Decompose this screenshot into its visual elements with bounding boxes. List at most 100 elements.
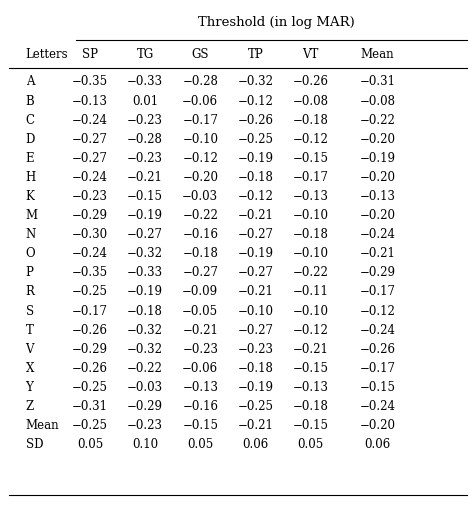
Text: TG: TG [137,48,154,61]
Text: R: R [26,285,35,298]
Text: −0.25: −0.25 [72,380,108,393]
Text: GS: GS [191,48,209,61]
Text: −0.24: −0.24 [359,323,395,336]
Text: M: M [26,209,38,222]
Text: −0.10: −0.10 [292,209,328,222]
Text: S: S [26,304,34,317]
Text: −0.19: −0.19 [127,209,163,222]
Text: −0.33: −0.33 [127,266,163,279]
Text: −0.26: −0.26 [359,342,395,355]
Text: Mean: Mean [361,48,394,61]
Text: −0.12: −0.12 [237,94,273,107]
Text: C: C [26,114,35,126]
Text: SP: SP [82,48,98,61]
Text: VT: VT [302,48,319,61]
Text: −0.17: −0.17 [72,304,108,317]
Text: −0.26: −0.26 [72,361,108,374]
Text: −0.10: −0.10 [182,132,219,145]
Text: −0.10: −0.10 [292,304,328,317]
Text: −0.18: −0.18 [293,399,328,412]
Text: Threshold (in log MAR): Threshold (in log MAR) [198,16,355,29]
Text: −0.08: −0.08 [359,94,395,107]
Text: −0.29: −0.29 [72,209,108,222]
Text: −0.13: −0.13 [292,189,328,203]
Text: O: O [26,247,35,260]
Text: −0.31: −0.31 [72,399,108,412]
Text: −0.35: −0.35 [72,75,108,88]
Text: −0.19: −0.19 [237,247,273,260]
Text: −0.27: −0.27 [72,152,108,165]
Text: 0.05: 0.05 [77,437,103,450]
Text: −0.22: −0.22 [182,209,218,222]
Text: −0.09: −0.09 [182,285,219,298]
Text: −0.22: −0.22 [359,114,395,126]
Text: V: V [26,342,34,355]
Text: −0.12: −0.12 [359,304,395,317]
Text: D: D [26,132,35,145]
Text: −0.22: −0.22 [293,266,328,279]
Text: −0.21: −0.21 [237,209,273,222]
Text: K: K [26,189,35,203]
Text: −0.28: −0.28 [182,75,218,88]
Text: −0.17: −0.17 [182,114,219,126]
Text: −0.15: −0.15 [292,418,328,431]
Text: 0.06: 0.06 [364,437,391,450]
Text: −0.27: −0.27 [237,323,273,336]
Text: −0.18: −0.18 [293,114,328,126]
Text: −0.03: −0.03 [127,380,163,393]
Text: −0.18: −0.18 [237,171,273,183]
Text: −0.23: −0.23 [127,418,163,431]
Text: −0.33: −0.33 [127,75,163,88]
Text: −0.31: −0.31 [359,75,395,88]
Text: −0.10: −0.10 [237,304,273,317]
Text: −0.24: −0.24 [72,247,108,260]
Text: −0.21: −0.21 [182,323,218,336]
Text: −0.21: −0.21 [359,247,395,260]
Text: −0.19: −0.19 [237,152,273,165]
Text: −0.20: −0.20 [182,171,219,183]
Text: −0.13: −0.13 [72,94,108,107]
Text: −0.20: −0.20 [359,418,395,431]
Text: −0.21: −0.21 [127,171,163,183]
Text: −0.20: −0.20 [359,132,395,145]
Text: H: H [26,171,36,183]
Text: −0.12: −0.12 [182,152,218,165]
Text: −0.25: −0.25 [237,132,273,145]
Text: −0.06: −0.06 [182,361,219,374]
Text: SD: SD [26,437,43,450]
Text: −0.17: −0.17 [359,285,395,298]
Text: −0.15: −0.15 [292,152,328,165]
Text: −0.23: −0.23 [127,152,163,165]
Text: −0.13: −0.13 [292,380,328,393]
Text: 0.10: 0.10 [132,437,158,450]
Text: −0.32: −0.32 [127,342,163,355]
Text: −0.16: −0.16 [182,228,219,241]
Text: −0.21: −0.21 [237,418,273,431]
Text: −0.24: −0.24 [72,171,108,183]
Text: P: P [26,266,34,279]
Text: −0.16: −0.16 [182,399,219,412]
Text: −0.13: −0.13 [359,189,395,203]
Text: −0.24: −0.24 [359,228,395,241]
Text: 0.05: 0.05 [187,437,213,450]
Text: −0.23: −0.23 [127,114,163,126]
Text: −0.27: −0.27 [72,132,108,145]
Text: −0.19: −0.19 [127,285,163,298]
Text: −0.19: −0.19 [359,152,395,165]
Text: −0.18: −0.18 [127,304,163,317]
Text: −0.13: −0.13 [182,380,219,393]
Text: −0.25: −0.25 [72,418,108,431]
Text: −0.08: −0.08 [292,94,328,107]
Text: −0.05: −0.05 [182,304,219,317]
Text: −0.27: −0.27 [127,228,163,241]
Text: N: N [26,228,36,241]
Text: −0.22: −0.22 [127,361,163,374]
Text: −0.26: −0.26 [237,114,273,126]
Text: −0.15: −0.15 [127,189,163,203]
Text: −0.25: −0.25 [237,399,273,412]
Text: −0.23: −0.23 [182,342,219,355]
Text: −0.35: −0.35 [72,266,108,279]
Text: −0.23: −0.23 [237,342,273,355]
Text: −0.18: −0.18 [237,361,273,374]
Text: −0.10: −0.10 [292,247,328,260]
